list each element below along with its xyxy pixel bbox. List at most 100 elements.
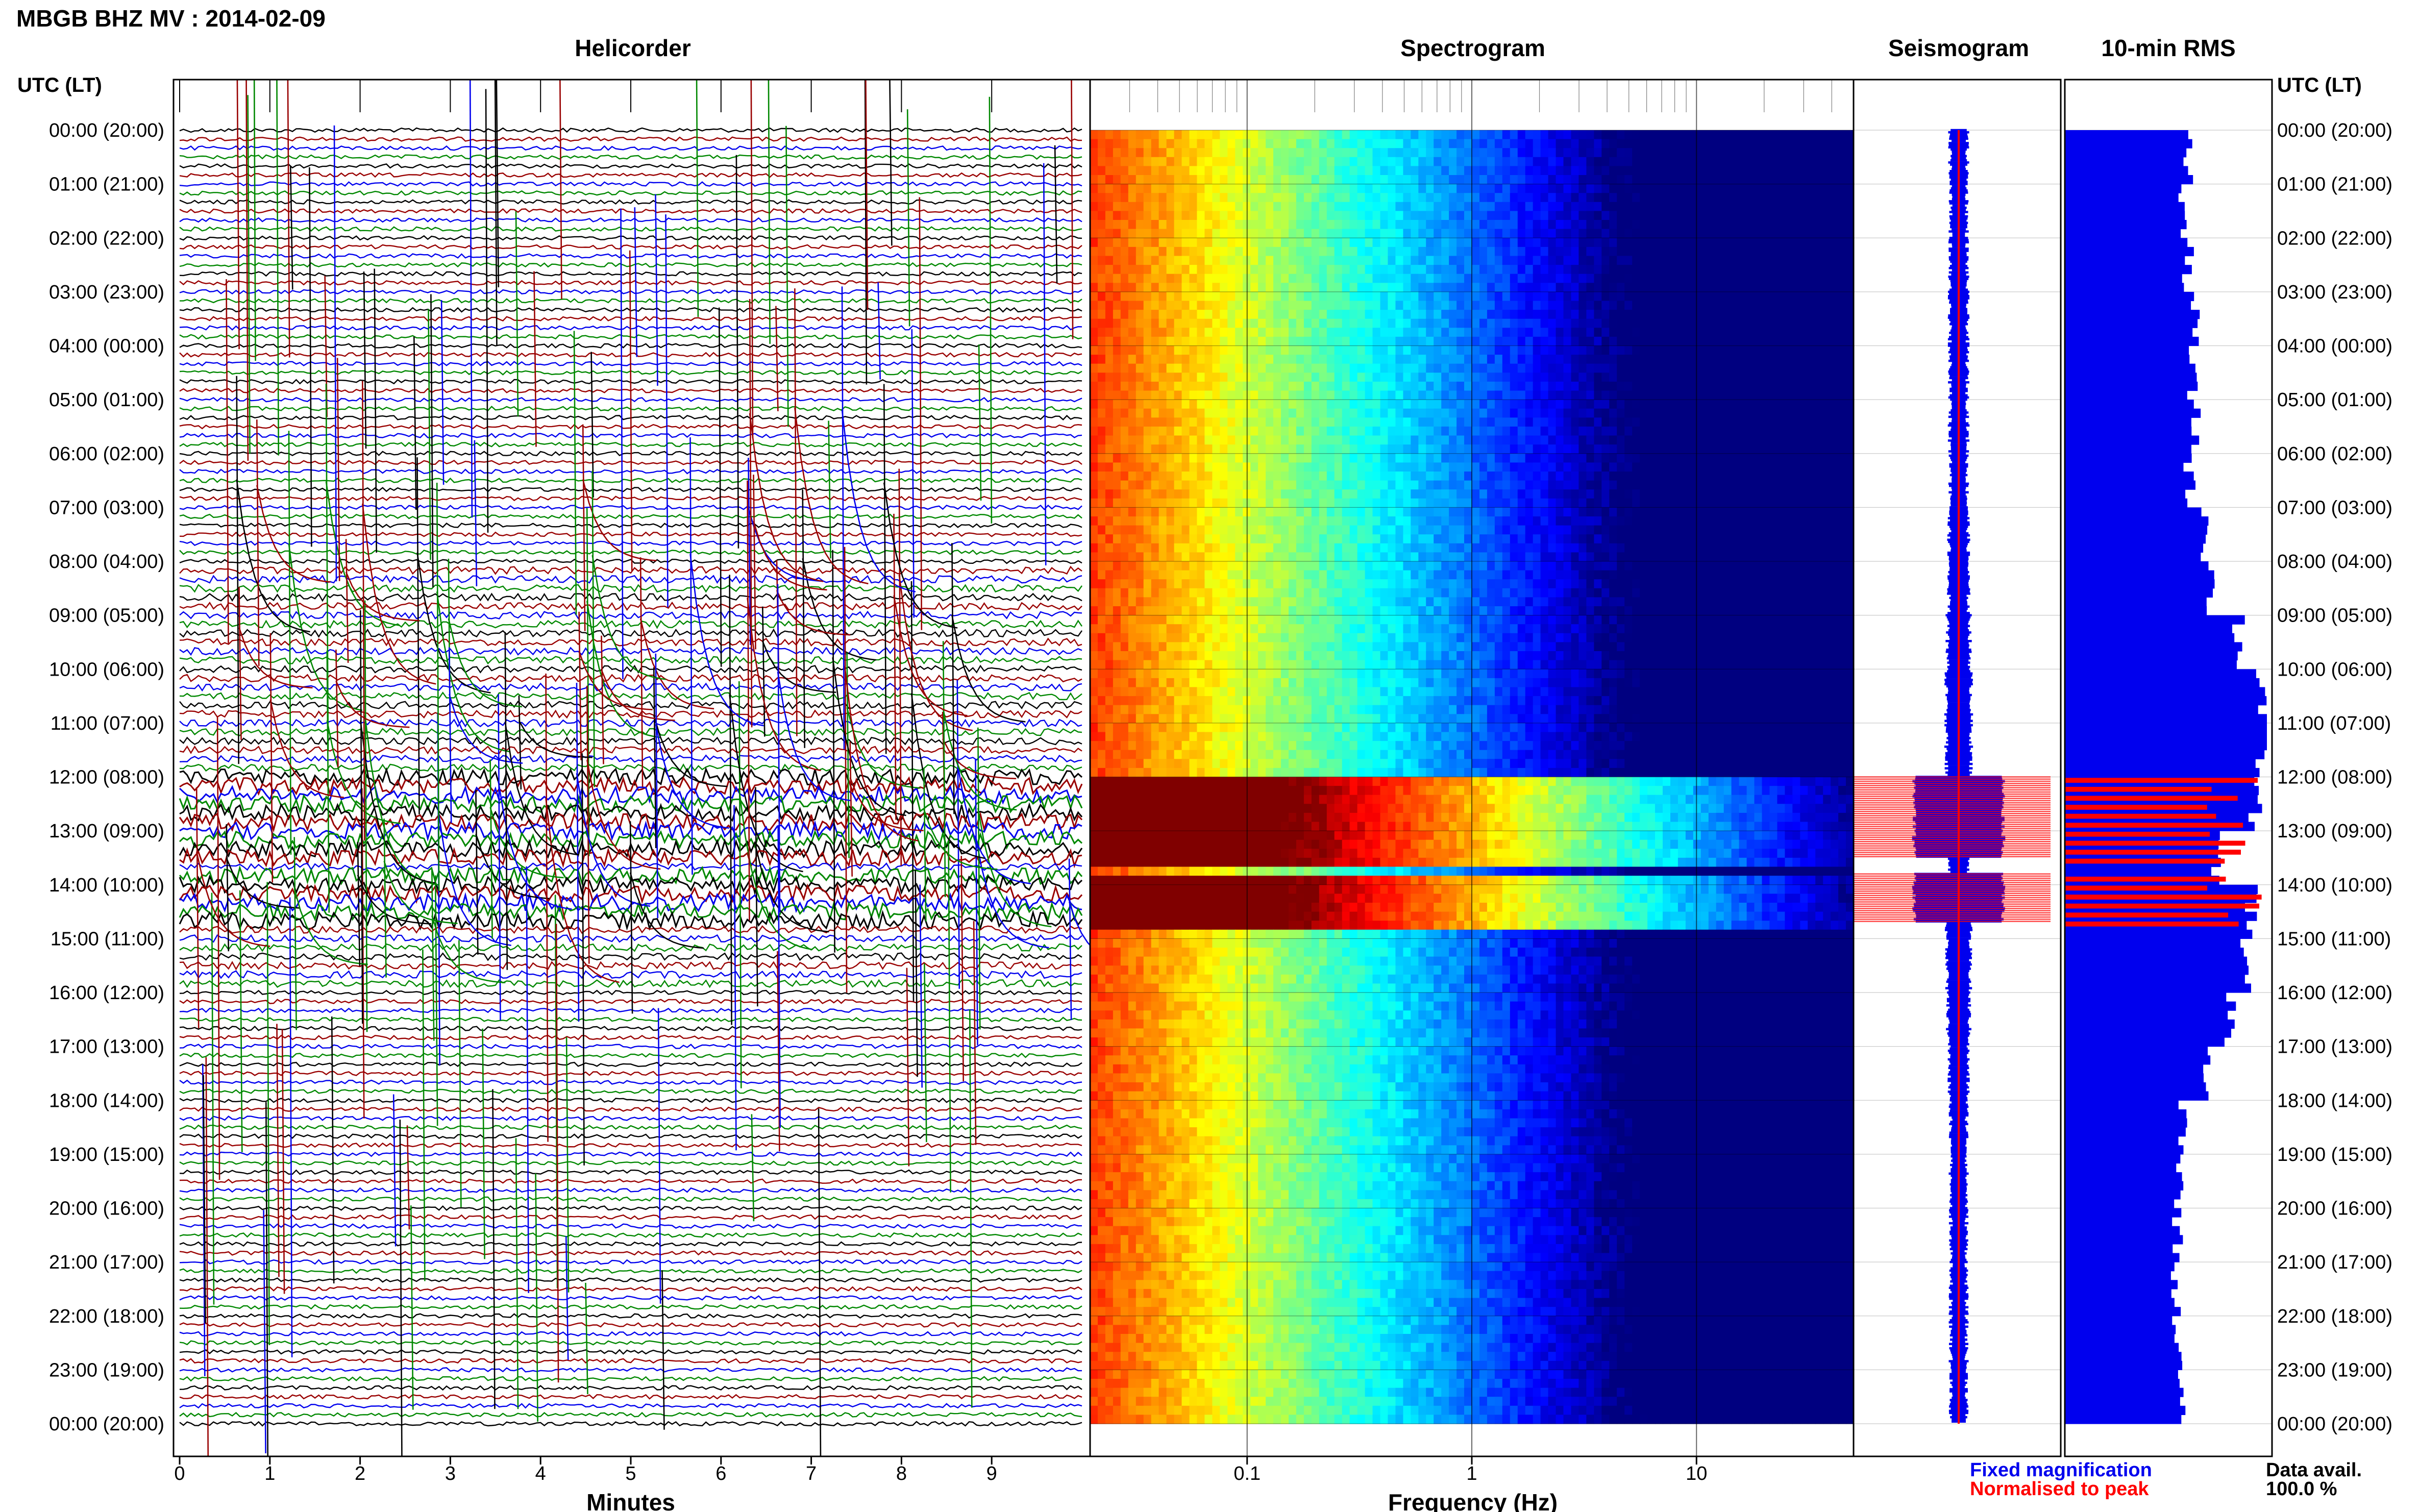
- spectrogram-cell: [1296, 274, 1304, 283]
- spectrogram-cell: [1655, 444, 1663, 454]
- spectrogram-cell: [1326, 381, 1335, 391]
- spectrogram-cell: [1472, 472, 1480, 481]
- spectrogram-cell: [1838, 328, 1846, 337]
- spectrogram-cell: [1166, 426, 1175, 436]
- spectrogram-cell: [1151, 408, 1159, 418]
- spectrogram-cell: [1158, 202, 1167, 211]
- spectrogram-cell: [1677, 453, 1686, 463]
- spectrogram-cell: [1357, 184, 1366, 193]
- spectrogram-cell: [1189, 229, 1198, 238]
- spectrogram-cell: [1571, 507, 1579, 517]
- spectrogram-cell: [1785, 417, 1793, 427]
- spectrogram-cell: [1357, 381, 1366, 391]
- spectrogram-cell: [1846, 390, 1854, 400]
- spectrogram-cell: [1647, 310, 1656, 319]
- spectrogram-cell: [1395, 220, 1403, 230]
- spectrogram-cell: [1846, 453, 1854, 463]
- spectrogram-cell: [1731, 408, 1740, 418]
- spectrogram-cell: [1586, 373, 1594, 382]
- spectrogram-cell: [1502, 283, 1511, 292]
- spectrogram-cell: [1151, 435, 1159, 445]
- spectrogram-cell: [1548, 291, 1557, 302]
- spectrogram-cell: [1136, 480, 1144, 490]
- spectrogram-cell: [1746, 291, 1755, 302]
- spectrogram-cell: [1548, 408, 1557, 418]
- spectrogram-cell: [1472, 310, 1480, 319]
- spectrogram-cell: [1289, 130, 1297, 140]
- spectrogram-cell: [1510, 373, 1518, 382]
- spectrogram-cell: [1403, 534, 1411, 544]
- spectrogram-cell: [1090, 202, 1098, 211]
- spectrogram-cell: [1846, 166, 1854, 176]
- spectrogram-cell: [1441, 534, 1449, 544]
- spectrogram-cell: [1403, 381, 1411, 391]
- spectrogram-cell: [1823, 318, 1831, 328]
- spectrogram-cell: [1426, 363, 1434, 373]
- spectrogram-cell: [1601, 516, 1610, 526]
- spectrogram-cell: [1113, 525, 1121, 535]
- spectrogram-cell: [1158, 130, 1167, 140]
- spectrogram-cell: [1785, 453, 1793, 463]
- spectrogram-cell: [1601, 355, 1610, 364]
- spectrogram-cell: [1487, 220, 1495, 230]
- spectrogram-cell: [1227, 211, 1236, 220]
- spectrogram-cell: [1258, 148, 1266, 158]
- spectrogram-cell: [1746, 390, 1755, 400]
- spectrogram-cell: [1296, 525, 1304, 535]
- spectrogram-cell: [1846, 139, 1854, 148]
- spectrogram-cell: [1464, 435, 1472, 445]
- spectrogram-cell: [1479, 336, 1488, 346]
- spectrogram-cell: [1533, 193, 1541, 203]
- spectrogram-cell: [1777, 301, 1785, 310]
- spectrogram-cell: [1785, 498, 1793, 508]
- spectrogram-cell: [1250, 157, 1258, 166]
- spectrogram-cell: [1303, 238, 1312, 247]
- spectrogram-cell: [1700, 229, 1709, 238]
- spectrogram-cell: [1677, 301, 1686, 310]
- spectrogram-cell: [1571, 435, 1579, 445]
- spectrogram-cell: [1494, 489, 1503, 499]
- spectrogram-cell: [1670, 462, 1679, 472]
- spectrogram-cell: [1166, 534, 1175, 544]
- spectrogram-cell: [1556, 229, 1564, 238]
- spectrogram-cell: [1151, 184, 1159, 193]
- spectrogram-cell: [1434, 507, 1442, 517]
- spectrogram-cell: [1250, 310, 1258, 319]
- spectrogram-cell: [1808, 453, 1816, 463]
- spectrogram-cell: [1563, 238, 1572, 247]
- spectrogram-cell: [1502, 336, 1511, 346]
- spectrogram-cell: [1800, 408, 1808, 418]
- spectrogram-cell: [1769, 525, 1778, 535]
- spectrogram-cell: [1235, 462, 1243, 472]
- spectrogram-cell: [1640, 157, 1648, 166]
- spectrogram-cell: [1746, 345, 1755, 355]
- spectrogram-cell: [1372, 472, 1381, 481]
- spectrogram-cell: [1808, 408, 1816, 418]
- spectrogram-cell: [1311, 453, 1320, 463]
- spectrogram-cell: [1769, 426, 1778, 436]
- spectrogram-cell: [1494, 345, 1503, 355]
- spectrogram-cell: [1113, 184, 1121, 193]
- spectrogram-cell: [1250, 417, 1258, 427]
- spectrogram-cell: [1395, 238, 1403, 247]
- spectrogram-cell: [1181, 516, 1190, 526]
- spectrogram-cell: [1777, 400, 1785, 409]
- spectrogram-cell: [1502, 373, 1511, 382]
- spectrogram-cell: [1166, 444, 1175, 454]
- spectrogram-cell: [1457, 472, 1465, 481]
- spectrogram-cell: [1617, 139, 1625, 148]
- spectrogram-cell: [1311, 130, 1320, 140]
- spectrogram-cell: [1464, 363, 1472, 373]
- spectrogram-cell: [1388, 534, 1396, 544]
- spectrogram-cell: [1708, 274, 1717, 283]
- spectrogram-cell: [1556, 345, 1564, 355]
- spectrogram-cell: [1266, 291, 1274, 302]
- spectrogram-cell: [1220, 489, 1228, 499]
- spectrogram-cell: [1617, 256, 1625, 265]
- spectrogram-cell: [1449, 246, 1457, 257]
- spectrogram-cell: [1457, 498, 1465, 508]
- spectrogram-cell: [1808, 265, 1816, 275]
- spectrogram-cell: [1426, 498, 1434, 508]
- spectrogram-cell: [1334, 345, 1343, 355]
- spectrogram-cell: [1258, 166, 1266, 176]
